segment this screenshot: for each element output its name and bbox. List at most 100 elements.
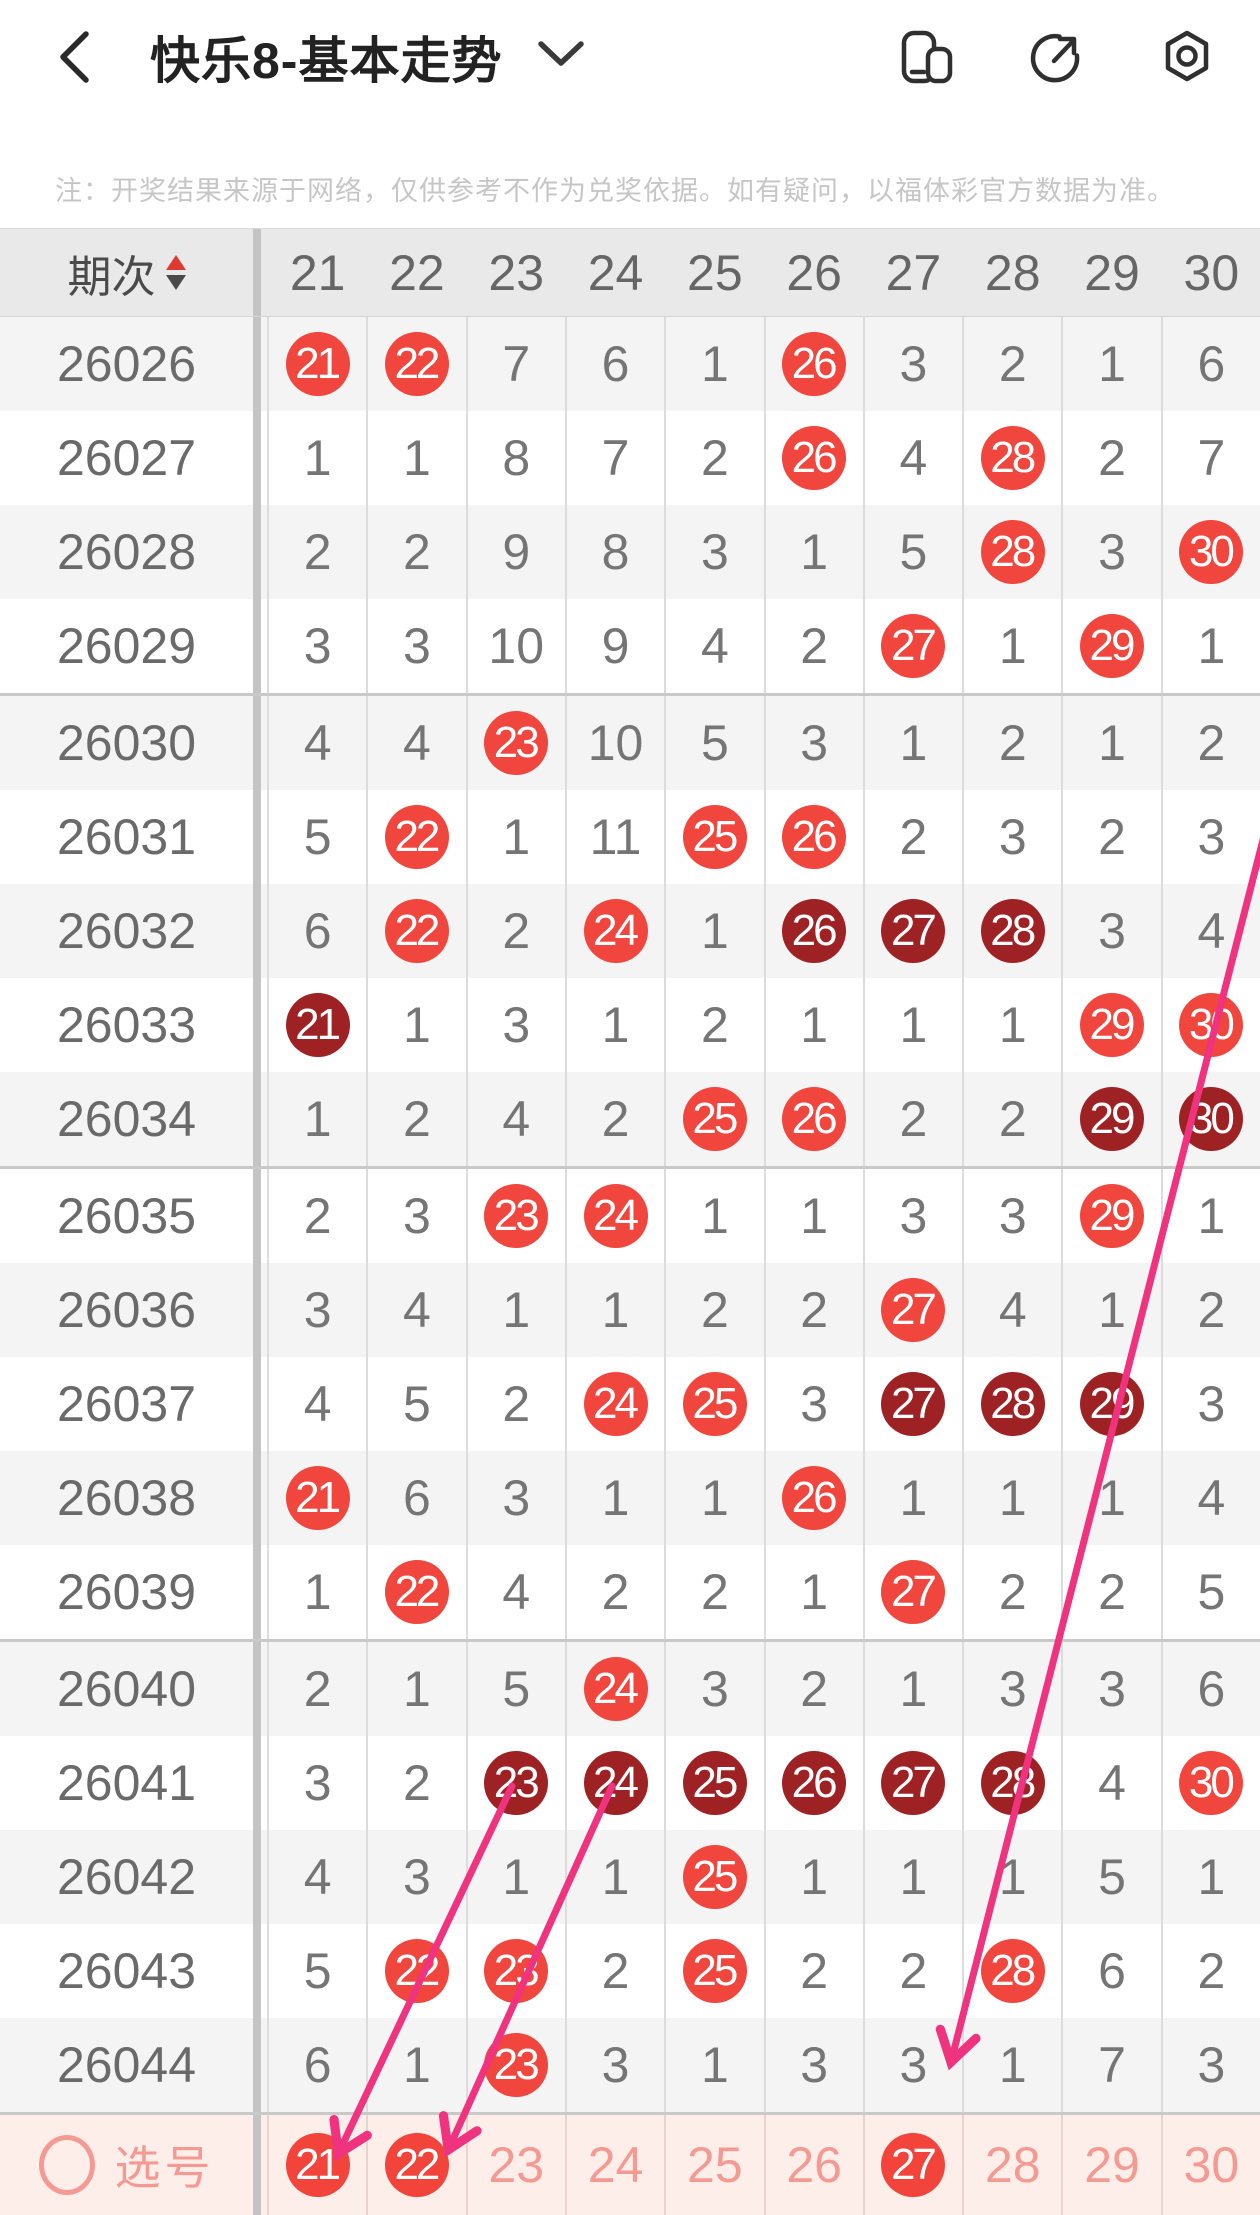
trend-cell-26030-23: 23 <box>465 696 565 790</box>
red-ball-22: 22 <box>384 1560 449 1624</box>
trend-cell-26032-27: 27 <box>862 884 962 978</box>
trend-cell-26044-25: 1 <box>664 2018 763 2112</box>
title-dropdown[interactable] <box>536 39 586 74</box>
trend-cell-pick-22[interactable]: 22 <box>366 2115 465 2215</box>
trend-cell-26043-22: 22 <box>366 1924 465 2018</box>
screen-mirror-button[interactable] <box>898 28 956 86</box>
column-divider <box>253 1642 267 1736</box>
column-header-21: 21 <box>289 244 346 301</box>
period-cell-26039: 26039 <box>56 1564 197 1620</box>
trend-cell-pick-27[interactable]: 27 <box>862 2115 962 2215</box>
red-ball-27: 27 <box>881 1278 946 1342</box>
red-ball-24: 24 <box>583 1657 648 1721</box>
red-ball-24: 24 <box>583 899 648 963</box>
table-row-26042: 26042 4 3 1 1 25 1 1 1 5 1 <box>0 1830 1260 1924</box>
red-ball-28: 28 <box>980 520 1045 584</box>
trend-cell-26041-27: 27 <box>862 1736 962 1830</box>
dark-ball-28: 28 <box>980 1372 1045 1436</box>
trend-cell-26035-27: 3 <box>862 1169 962 1263</box>
trend-cell-26027-25: 2 <box>664 411 763 505</box>
selected-ball-21[interactable]: 21 <box>285 2133 350 2197</box>
period-cell-26035: 26035 <box>56 1188 197 1244</box>
column-divider <box>253 1263 267 1357</box>
trend-cell-26027-30: 7 <box>1160 411 1260 505</box>
chevron-left-icon <box>60 31 89 83</box>
trend-cell-26032-22: 22 <box>366 884 465 978</box>
period-cell-26041: 26041 <box>56 1755 197 1811</box>
selected-ball-27[interactable]: 27 <box>881 2133 946 2197</box>
trend-cell-26026-21: 21 <box>267 317 366 411</box>
selected-ball-22[interactable]: 22 <box>384 2133 449 2197</box>
trend-cell-26036-22: 4 <box>366 1263 465 1357</box>
trend-cell-pick-28[interactable]: 28 <box>962 2115 1061 2215</box>
trend-cell-26038-23: 3 <box>465 1451 565 1545</box>
trend-cell-26036-24: 1 <box>564 1263 664 1357</box>
trend-cell-pick-29[interactable]: 29 <box>1061 2115 1160 2215</box>
period-sort-header[interactable]: 期次 <box>0 229 253 316</box>
dark-ball-26: 26 <box>782 1751 847 1815</box>
dark-ball-28: 28 <box>980 1751 1045 1815</box>
trend-cell-26036-23: 1 <box>465 1263 565 1357</box>
table-row-26039: 26039 1 22 4 2 2 1 27 2 2 5 <box>0 1545 1260 1642</box>
trend-cell-26044-22: 1 <box>366 2018 465 2112</box>
trend-cell-26034-25: 25 <box>664 1072 763 1166</box>
trend-cell-26042-26: 1 <box>763 1830 863 1924</box>
share-button[interactable] <box>1028 28 1086 86</box>
trend-cell-26027-22: 1 <box>366 411 465 505</box>
back-button[interactable] <box>52 28 96 86</box>
table-row-26038: 26038 21 6 3 1 1 26 1 1 1 4 <box>0 1451 1260 1545</box>
table-row-26041: 26041 3 2 23 24 25 26 27 28 4 30 <box>0 1736 1260 1830</box>
trend-cell-26035-23: 23 <box>465 1169 565 1263</box>
red-ball-30: 30 <box>1179 1751 1244 1815</box>
trend-cell-26040-22: 1 <box>366 1642 465 1736</box>
trend-cell-pick-24[interactable]: 24 <box>564 2115 664 2215</box>
trend-cell-26039-26: 1 <box>763 1545 863 1639</box>
trend-cell-26029-28: 1 <box>962 599 1061 693</box>
trend-cell-26026-22: 22 <box>366 317 465 411</box>
trend-cell-pick-26[interactable]: 26 <box>763 2115 863 2215</box>
period-cell-26028: 26028 <box>56 524 197 580</box>
trend-cell-pick-30[interactable]: 30 <box>1160 2115 1260 2215</box>
sort-icon <box>165 255 186 290</box>
trend-cell-pick-23[interactable]: 23 <box>465 2115 565 2215</box>
red-ball-29: 29 <box>1080 993 1145 1057</box>
trend-cell-26040-30: 6 <box>1160 1642 1260 1736</box>
trend-cell-26043-25: 25 <box>664 1924 763 2018</box>
trend-cell-pick-25[interactable]: 25 <box>664 2115 763 2215</box>
trend-cell-26040-23: 5 <box>465 1642 565 1736</box>
trend-cell-pick-21[interactable]: 21 <box>267 2115 366 2215</box>
trend-cell-26038-25: 1 <box>664 1451 763 1545</box>
top-bar: 快乐8-基本走势 <box>0 0 1260 113</box>
trend-cell-26032-28: 28 <box>962 884 1061 978</box>
trend-cell-26038-28: 1 <box>962 1451 1061 1545</box>
trend-cell-26041-22: 2 <box>366 1736 465 1830</box>
trend-cell-26028-22: 2 <box>366 505 465 599</box>
period-cell-26042: 26042 <box>56 1849 197 1905</box>
trend-cell-26033-26: 1 <box>763 978 863 1072</box>
trend-cell-26041-24: 24 <box>564 1736 664 1830</box>
trend-cell-26036-25: 2 <box>664 1263 763 1357</box>
trend-cell-26038-29: 1 <box>1061 1451 1160 1545</box>
period-cell-26043: 26043 <box>56 1943 197 1999</box>
trend-cell-26044-21: 6 <box>267 2018 366 2112</box>
trend-cell-26027-29: 2 <box>1061 411 1160 505</box>
trend-cell-26040-27: 1 <box>862 1642 962 1736</box>
trend-cell-26027-23: 8 <box>465 411 565 505</box>
dark-ball-29: 29 <box>1080 1372 1145 1436</box>
chevron-down-icon <box>538 41 585 66</box>
trend-cell-26041-21: 3 <box>267 1736 366 1830</box>
red-ball-30: 30 <box>1179 520 1244 584</box>
settings-button[interactable] <box>1158 28 1216 86</box>
column-divider <box>253 1072 267 1166</box>
trend-cell-26034-21: 1 <box>267 1072 366 1166</box>
trend-cell-26032-26: 26 <box>763 884 863 978</box>
dark-ball-28: 28 <box>980 899 1045 963</box>
dark-ball-24: 24 <box>583 1751 648 1815</box>
trend-cell-26032-21: 6 <box>267 884 366 978</box>
dark-ball-21: 21 <box>285 993 350 1057</box>
dark-ball-27: 27 <box>881 1372 946 1436</box>
trend-cell-26028-28: 28 <box>962 505 1061 599</box>
trend-cell-26029-23: 10 <box>465 599 565 693</box>
circle-outline-icon[interactable] <box>38 2135 95 2195</box>
trend-cell-26034-22: 2 <box>366 1072 465 1166</box>
